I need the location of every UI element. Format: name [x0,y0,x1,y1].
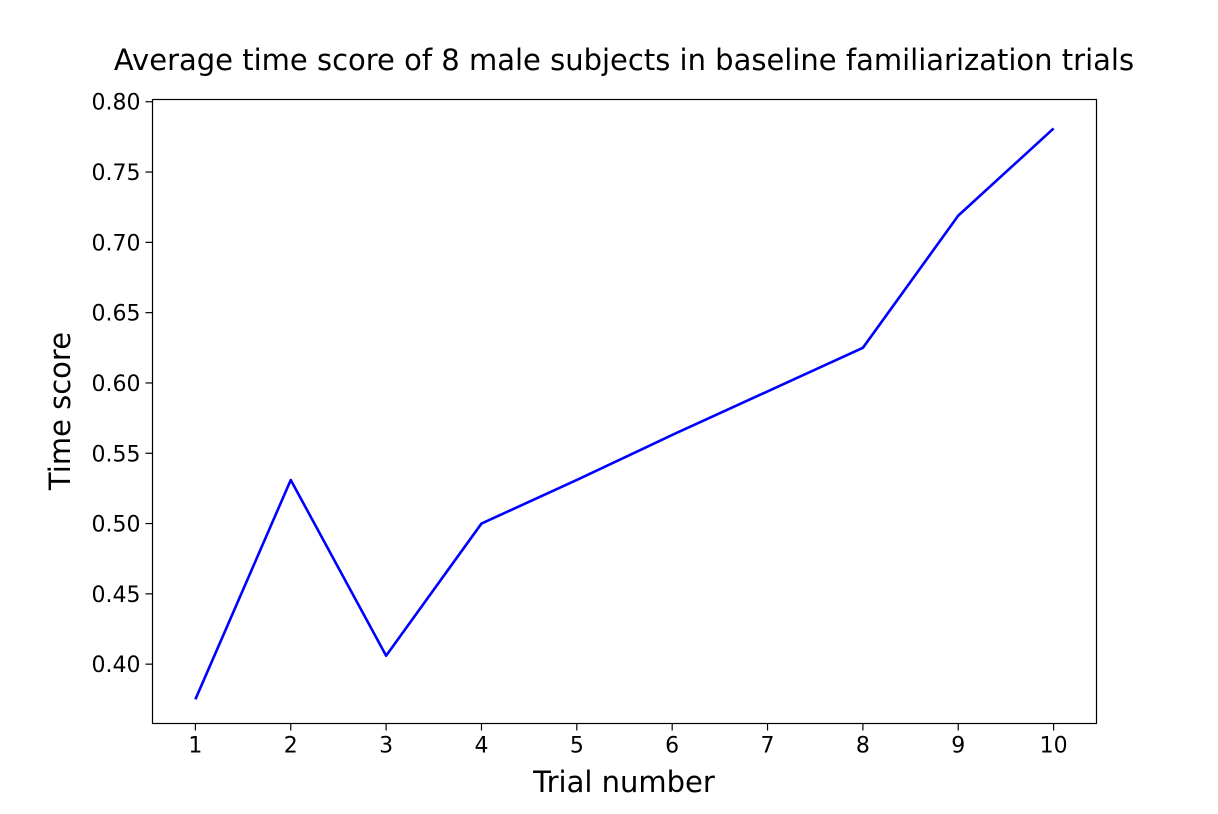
y-tick-label: 0.45 [92,583,141,608]
y-tick-label: 0.65 [92,302,141,327]
data-point [862,347,865,350]
data-point [576,479,579,482]
chart-title: Average time score of 8 male subjects in… [114,43,1134,77]
x-tick-label: 4 [474,734,488,759]
y-tick-label: 0.55 [92,442,141,467]
data-point [671,434,674,437]
y-tick-label: 0.70 [92,231,141,256]
x-tick-label: 5 [570,734,584,759]
y-tick-label: 0.50 [92,513,141,538]
y-axis-label: Time score [43,332,77,491]
x-axis-label: Trial number [532,765,715,799]
x-tick-label: 9 [951,734,965,759]
data-point [194,698,197,701]
plot-frame [151,98,1098,725]
x-tick-label: 3 [379,734,393,759]
y-tick-label: 0.75 [92,161,141,186]
data-point [766,390,769,393]
data-point [385,654,388,657]
x-tick-label: 1 [188,734,202,759]
data-point [289,479,292,482]
x-axis: 1 2 3 4 5 6 7 8 9 10 [188,723,1068,759]
x-tick-label: 7 [761,734,775,759]
x-tick-label: 6 [665,734,679,759]
data-point [1052,127,1055,130]
x-tick-label: 2 [284,734,298,759]
x-tick-label: 10 [1040,734,1068,759]
y-tick-label: 0.60 [92,372,141,397]
series-layer [194,127,1055,700]
data-point [957,214,960,217]
y-tick-label: 0.80 [92,91,141,116]
y-tick-label: 0.40 [92,653,141,678]
series-line [194,127,1055,700]
data-point [480,522,483,525]
x-tick-label: 8 [856,734,870,759]
y-axis: 0.40 0.45 0.50 0.55 0.60 0.65 0.70 0.75 0.80 [92,91,153,678]
